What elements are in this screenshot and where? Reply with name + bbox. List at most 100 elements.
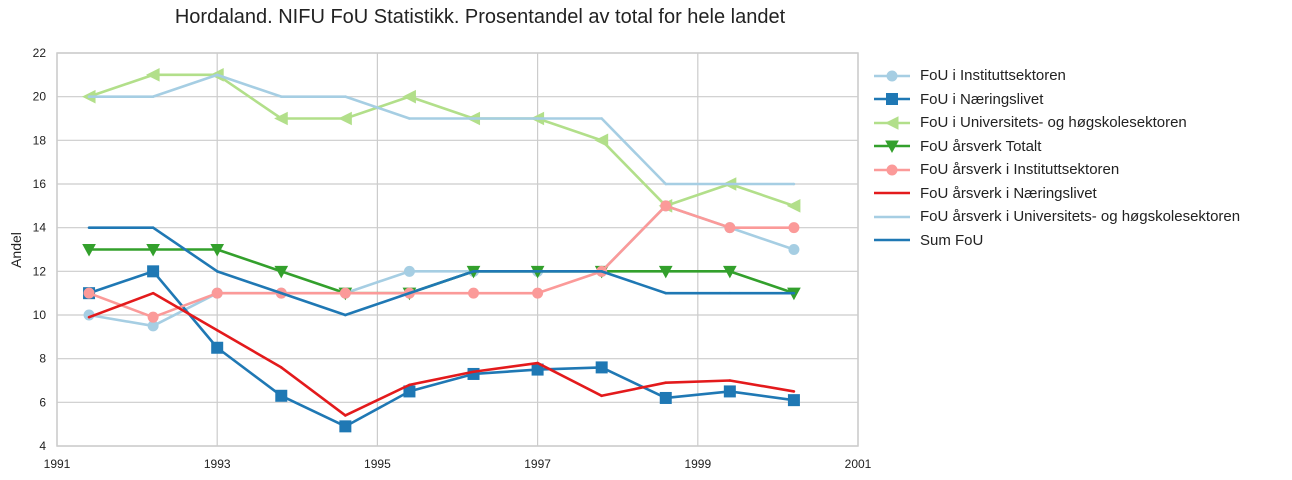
data-point: [600, 117, 603, 120]
data-point: [274, 265, 289, 279]
data-point: [339, 420, 352, 433]
data-point: [344, 414, 347, 417]
legend-swatch: [874, 70, 910, 82]
series-fou-rsverk-i-n-ringslivet: [87, 291, 796, 417]
legend-marker: [885, 140, 899, 154]
data-point: [660, 200, 672, 212]
data-point: [403, 265, 415, 277]
data-point: [728, 291, 732, 295]
data-point: [151, 95, 155, 98]
data-point: [211, 287, 223, 299]
tick-labels: 1991 1993 1995 1997 1999 2001 4 6 8 10 12 14 16 18 20 2…: [33, 46, 872, 471]
y-tick-label: 20: [33, 90, 47, 104]
data-point: [279, 291, 283, 295]
legend-label: FoU årsverk Totalt: [920, 137, 1042, 155]
legend-swatch: [874, 115, 910, 130]
legend-swatch: [874, 215, 910, 219]
data-point: [344, 313, 347, 317]
data-point: [536, 270, 539, 273]
y-tick-label: 14: [33, 221, 47, 235]
y-tick-label: 18: [33, 133, 47, 147]
data-point: [146, 244, 160, 257]
data-point: [536, 361, 539, 365]
data-point: [147, 265, 160, 278]
data-point: [338, 111, 352, 126]
y-tick-label: 4: [39, 439, 46, 453]
series-sum-fou: [87, 226, 796, 317]
legend-label: FoU årsverk i Instituttsektoren: [920, 161, 1120, 179]
legend-item: FoU årsverk i Instituttsektoren: [872, 158, 1240, 182]
data-point: [792, 390, 796, 393]
legend-item: FoU i Næringslivet: [872, 88, 1240, 112]
legend-label: FoU årsverk i Næringslivet: [920, 184, 1097, 202]
data-point: [788, 244, 800, 255]
legend-item: FoU årsverk i Næringslivet: [872, 182, 1240, 206]
series-line: [88, 291, 795, 417]
y-tick-label: 12: [33, 264, 47, 278]
data-point: [664, 291, 668, 295]
data-point: [595, 361, 608, 374]
legend-marker: [884, 115, 899, 130]
legend-label: FoU i Næringslivet: [920, 90, 1044, 108]
x-tick-label: 1991: [44, 457, 71, 471]
data-point: [664, 381, 668, 384]
data-point: [151, 291, 155, 295]
x-tick-label: 1999: [684, 457, 711, 471]
legend-swatch: [874, 164, 910, 176]
data-point: [146, 68, 160, 82]
legend-label: Sum FoU: [920, 231, 984, 249]
data-point: [211, 341, 224, 354]
y-tick-label: 6: [39, 395, 46, 409]
data-point: [339, 287, 351, 299]
legend-item: FoU årsverk i Universitets- og høgskoles…: [872, 205, 1240, 229]
legend-swatch: [874, 93, 910, 106]
data-point: [82, 244, 96, 257]
legend-marker: [886, 93, 898, 106]
data-point: [275, 389, 288, 402]
data-point: [147, 311, 159, 323]
data-point: [792, 182, 796, 186]
data-point: [279, 366, 283, 369]
data-point: [472, 270, 475, 273]
series-line: [88, 73, 795, 208]
data-point: [600, 270, 603, 273]
series-lines: [81, 68, 801, 433]
legend-swatch: [874, 238, 910, 242]
data-point: [536, 117, 539, 120]
data-point: [472, 370, 475, 374]
y-tick-label: 10: [33, 308, 47, 322]
x-tick-label: 1997: [524, 457, 551, 471]
legend-marker: [886, 70, 898, 82]
y-axis-label: Andel: [8, 232, 24, 268]
data-point: [468, 287, 480, 299]
data-point: [87, 315, 91, 319]
y-tick-label: 22: [33, 46, 47, 60]
data-point: [408, 117, 411, 120]
data-point: [215, 328, 219, 332]
legend-swatch: [874, 140, 910, 154]
legend: FoU i Instituttsektoren FoU i Næringslive…: [872, 64, 1240, 252]
data-point: [472, 117, 475, 120]
data-point: [83, 287, 95, 299]
data-point: [664, 182, 668, 186]
legend-marker: [886, 164, 898, 176]
data-point: [274, 111, 288, 126]
data-point: [87, 95, 91, 98]
data-point: [408, 291, 411, 295]
data-point: [279, 95, 283, 98]
data-point: [594, 133, 609, 148]
x-tick-label: 2001: [845, 457, 872, 471]
legend-item: FoU i Universitets- og høgskolesektoren: [872, 111, 1240, 135]
data-point: [658, 265, 673, 279]
series-line: [88, 204, 794, 319]
data-point: [408, 383, 411, 387]
series-line: [88, 270, 795, 428]
data-point: [210, 244, 225, 257]
x-tick-label: 1995: [364, 457, 391, 471]
x-tick-label: 1993: [204, 457, 231, 471]
data-point: [151, 226, 155, 229]
data-point: [724, 222, 736, 234]
data-point: [723, 385, 736, 398]
series-line: [89, 226, 794, 317]
data-point: [215, 73, 219, 77]
